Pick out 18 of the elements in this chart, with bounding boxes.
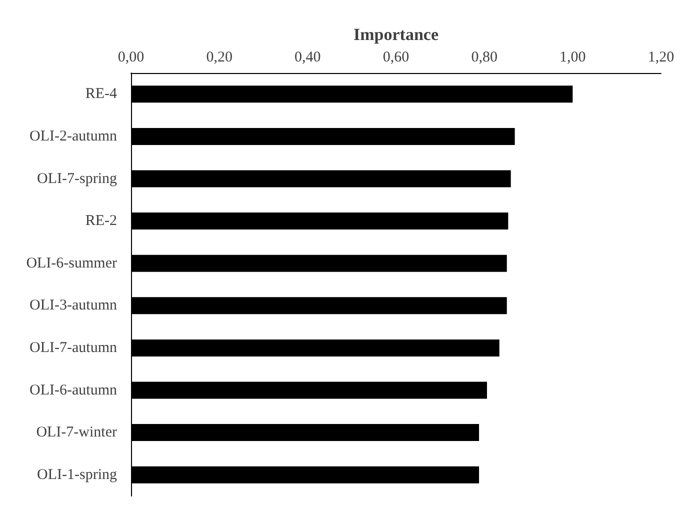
y-tick-label: OLI-7-spring [37, 170, 118, 187]
x-tick-label: 0,80 [471, 50, 498, 66]
y-tick-label: OLI-7-winter [36, 424, 117, 441]
y-tick-label: OLI-3-autumn [30, 298, 118, 314]
y-tick-label: OLI-2-autumn [30, 128, 118, 144]
x-tick-label: 0,60 [382, 50, 410, 66]
y-tick-label: RE-4 [85, 86, 118, 102]
x-axis-title: Importance [354, 25, 439, 44]
x-tick-label: 0,40 [294, 50, 321, 66]
x-tick-label: 0,20 [206, 50, 232, 66]
y-tick-label: OLI-6-autumn [30, 382, 118, 398]
y-tick-label: OLI-7-autumn [30, 340, 118, 356]
x-tick-label: 0,00 [118, 50, 144, 66]
x-tick-label: 1,20 [648, 50, 674, 66]
x-tick-label: 1,00 [560, 50, 586, 66]
y-tick-label: OLI-6-summer [26, 255, 117, 272]
y-tick-label: OLI-1-spring [37, 466, 118, 483]
y-tick-label: RE-2 [85, 213, 117, 230]
